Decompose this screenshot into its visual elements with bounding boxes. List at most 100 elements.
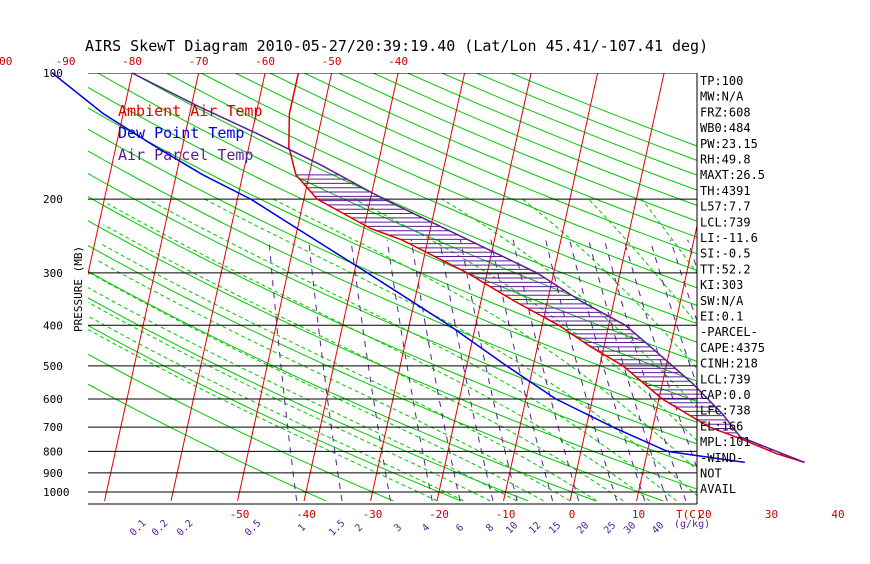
index-item: LI:-11.6: [700, 231, 758, 245]
index-item: MAXT:26.5: [700, 168, 765, 182]
mixing-ratio-label: 15: [547, 520, 563, 536]
bottom-temp-tick-label: -30: [363, 508, 383, 521]
pressure-tick-label: 300: [43, 267, 63, 280]
dry-adiabat: [407, 73, 870, 501]
isotherm: [105, 54, 203, 501]
index-item: SI:-0.5: [700, 247, 751, 261]
mixing-ratio-label: 40: [650, 520, 666, 536]
isotherm: [770, 54, 868, 501]
index-item: RH:49.8: [700, 153, 751, 167]
index-item: SW:N/A: [700, 294, 744, 308]
mixing-ratio-label: 2: [353, 522, 365, 534]
legend: Ambient Air Temp Dew Point Temp Air Parc…: [118, 102, 263, 164]
mixing-ratio-label: 0.2: [150, 518, 171, 539]
isotherm: [570, 54, 668, 501]
index-item: CAPE:4375: [700, 341, 765, 355]
moist-adiabat: [88, 288, 517, 501]
dry-adiabat: [0, 73, 730, 501]
moist-adiabat: [86, 301, 491, 501]
moist-adiabat: [80, 325, 437, 501]
isotherm: [304, 54, 402, 501]
dry-adiabat: [511, 73, 870, 501]
mixing-ratio-label: 8: [484, 522, 496, 534]
bottom-temp-tick-label: 20: [698, 508, 711, 521]
index-item: TH:4391: [700, 184, 751, 198]
legend-dew-point: Dew Point Temp: [118, 124, 244, 142]
mixing-ratio-line: [387, 240, 432, 501]
index-item: EI:0.1: [700, 310, 743, 324]
dry-adiabat: [270, 73, 870, 501]
pressure-tick-label: 700: [43, 421, 63, 434]
index-item: -WIND-: [700, 451, 743, 465]
mixing-ratio-label: 4: [420, 522, 432, 534]
index-item: MW:N/A: [700, 90, 744, 104]
index-item: NOT: [700, 467, 722, 481]
top-temp-tick-label: -50: [322, 55, 342, 68]
top-temp-tick-label: -70: [189, 55, 209, 68]
pressure-tick-label: 1000: [43, 486, 70, 499]
pressure-tick-label: 200: [43, 193, 63, 206]
bottom-temp-tick-label: 40: [831, 508, 844, 521]
top-temp-tick-label: -80: [122, 55, 142, 68]
pressure-tick-label: 400: [43, 319, 63, 332]
bottom-temp-tick-label: -10: [496, 508, 516, 521]
chart-title: AIRS SkewT Diagram 2010-05-27/20:39:19.4…: [85, 37, 708, 55]
pressure-tick-label: 500: [43, 360, 63, 373]
index-item: TP:100: [700, 74, 743, 88]
index-item: FRZ:608: [700, 105, 751, 119]
top-temp-tick-label: -90: [56, 55, 76, 68]
index-item: CINH:218: [700, 357, 758, 371]
bottom-temp-tick-label: -50: [230, 508, 250, 521]
mixing-ratio-label: 0.2: [175, 518, 196, 539]
mixing-ratio-line: [570, 240, 645, 501]
mixing-ratio-label: 25: [602, 520, 618, 536]
isotherm: [0, 54, 3, 501]
mixing-ratio-label: 30: [622, 520, 638, 536]
mixing-ratio-label: 12: [527, 520, 543, 536]
index-item: CAP:0.0: [700, 388, 751, 402]
top-temp-tick-label: -60: [255, 55, 275, 68]
pressure-tick-label: 600: [43, 393, 63, 406]
legend-ambient-temp: Ambient Air Temp: [118, 102, 263, 120]
mixing-ratio-label: 20: [575, 520, 591, 536]
index-item: KI:303: [700, 278, 743, 292]
pressure-tick-label: 900: [43, 467, 63, 480]
moist-adiabat: [97, 260, 570, 501]
index-item: MPL:101: [700, 435, 751, 449]
mixing-ratio-label: 1: [296, 522, 308, 534]
isotherm: [371, 54, 469, 501]
mixing-ratio-label: 0.1: [128, 518, 149, 539]
bottom-temp-tick-label: 30: [765, 508, 778, 521]
index-item: EL:166: [700, 419, 743, 433]
mixing-ratio-label: 3: [392, 522, 404, 534]
mixing-ratio-label: 10: [504, 520, 520, 536]
moist-adiabat: [108, 204, 650, 501]
isotherm: [836, 54, 870, 501]
mixing-ratio-label: 0.5: [243, 518, 264, 539]
mixing-ratio-label: 1.5: [327, 518, 348, 539]
index-item: TT:52.2: [700, 262, 751, 276]
mixing-ratio-line: [351, 240, 391, 501]
bottom-temp-tick-label: 10: [632, 508, 645, 521]
top-temp-tick-label: -100: [0, 55, 12, 68]
bottom-temp-tick-label: 0: [569, 508, 576, 521]
y-axis-label: PRESSURE (MB): [72, 246, 85, 332]
index-item: WB0:484: [700, 121, 751, 135]
moist-adiabat: [273, 199, 729, 501]
index-item: PW:23.15: [700, 137, 758, 151]
mixing-ratio-label: 6: [454, 522, 466, 534]
bottom-temp-tick-label: -20: [429, 508, 449, 521]
index-item: LFC:738: [700, 404, 751, 418]
top-temp-tick-label: -40: [388, 55, 408, 68]
index-item: LCL:739: [700, 372, 751, 386]
index-item: L57:7.7: [700, 200, 751, 214]
legend-parcel-temp: Air Parcel Temp: [118, 146, 253, 164]
index-item: LCL:739: [700, 215, 751, 229]
index-item: -PARCEL-: [700, 325, 758, 339]
bottom-temp-tick-label: -40: [296, 508, 316, 521]
pressure-tick-label: 800: [43, 445, 63, 458]
dry-adiabat: [373, 73, 870, 501]
